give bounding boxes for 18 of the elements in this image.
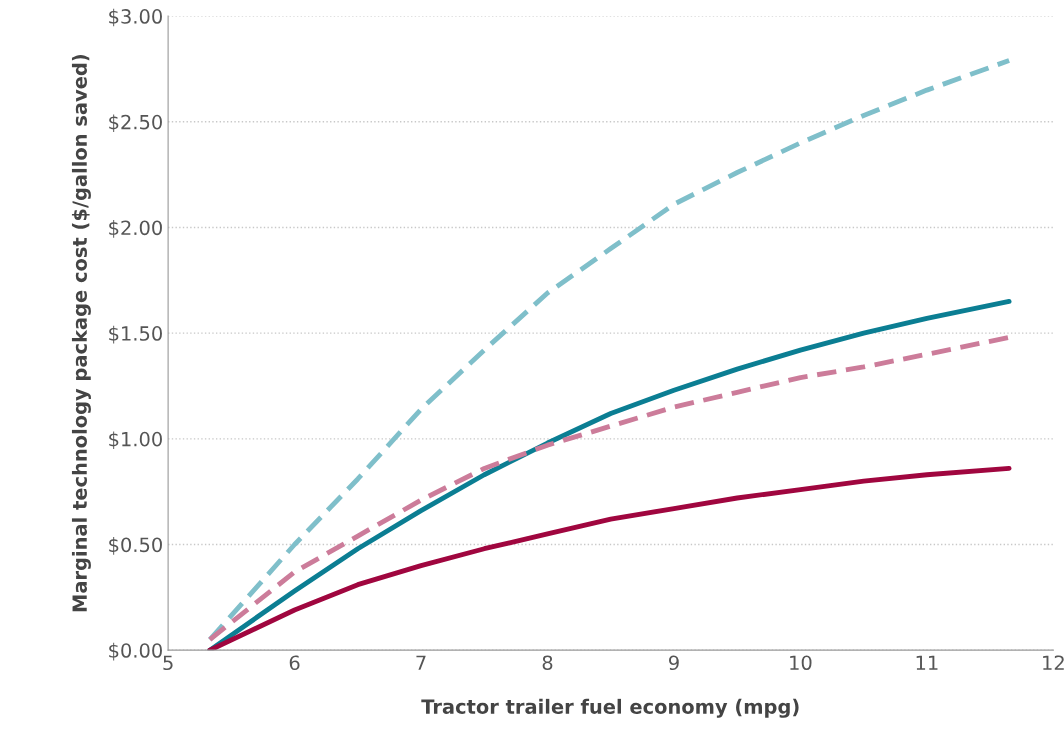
line-series [207, 465, 1012, 651]
x-tick-label: 12 [1043, 655, 1064, 670]
x-tick-label: 6 [289, 655, 300, 671]
x-tick-label: 5 [163, 655, 173, 671]
y-axis-title: Marginal technology package cost ($/gallon saved) [71, 54, 91, 612]
x-tick-label: 8 [542, 655, 553, 671]
y-tick-label: $1.00 [109, 431, 162, 450]
y-tick-label: $1.50 [109, 325, 162, 344]
y-tick-label: $3.00 [109, 8, 162, 27]
y-tick-label: $0.00 [109, 642, 162, 661]
y-tick-label: $2.50 [109, 114, 162, 133]
x-tick-label: 11 [916, 655, 938, 670]
y-tick-label: $0.50 [109, 537, 162, 555]
y-tick-label: $2.00 [109, 220, 162, 238]
x-tick-label: 7 [416, 655, 426, 670]
x-tick-label: 9 [669, 655, 679, 671]
x-axis-title: Tractor trailer fuel economy (mpg) [421, 698, 799, 718]
x-tick-label: 10 [790, 655, 812, 671]
